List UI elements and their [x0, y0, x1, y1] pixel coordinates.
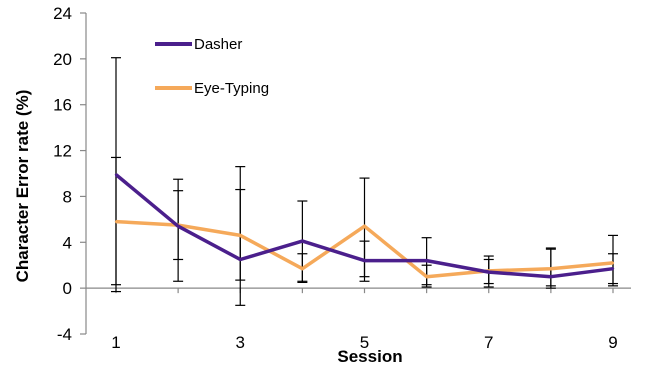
y-tick-label: 0: [63, 279, 72, 298]
y-tick-label: -4: [57, 325, 72, 344]
series-lines: [114, 173, 615, 279]
legend-label-dasher: Dasher: [194, 36, 242, 53]
error-bar-eye-typing: [173, 178, 184, 282]
y-tick-label: 24: [53, 4, 72, 23]
data-point-eye-typing: [239, 234, 242, 237]
data-point-dasher: [611, 267, 615, 270]
x-tick-label: 7: [484, 333, 493, 352]
data-point-eye-typing: [425, 275, 428, 278]
y-tick-label: 12: [53, 142, 72, 161]
plot-area: -4 0 4 8 12 16 20 24 1 3 5 7 9: [53, 4, 631, 352]
data-point-eye-typing: [114, 220, 118, 223]
data-point-dasher: [425, 259, 428, 262]
x-tick-label: 1: [111, 333, 120, 352]
data-point-eye-typing: [363, 225, 366, 228]
data-point-dasher: [487, 270, 490, 274]
data-point-dasher: [549, 275, 553, 278]
y-tick-label: 20: [53, 50, 72, 69]
y-tick-label: 8: [63, 187, 72, 206]
y-tick-label: 4: [63, 233, 72, 252]
data-point-dasher: [114, 173, 118, 176]
x-axis-title: Session: [337, 347, 402, 366]
error-bar-eye-typing: [608, 234, 618, 287]
x-tick-label: 3: [236, 333, 245, 352]
data-point-dasher: [176, 225, 180, 228]
data-point-dasher: [363, 259, 366, 262]
legend: Dasher Eye-Typing: [155, 36, 269, 97]
data-point-dasher: [301, 239, 304, 243]
y-tick-label: 16: [53, 96, 72, 115]
y-axis-title: Character Error rate (%): [13, 90, 32, 283]
y-ticks: -4 0 4 8 12 16 20 24: [53, 4, 86, 344]
legend-label-eye-typing: Eye-Typing: [194, 80, 269, 97]
data-point-eye-typing: [611, 261, 615, 265]
x-tick-label: 5: [360, 333, 369, 352]
x-ticks: 1 3 5 7 9: [111, 288, 618, 352]
data-point-eye-typing: [549, 267, 553, 270]
data-point-eye-typing: [301, 267, 304, 270]
data-point-dasher: [239, 258, 242, 261]
x-tick-label: 9: [608, 333, 617, 352]
